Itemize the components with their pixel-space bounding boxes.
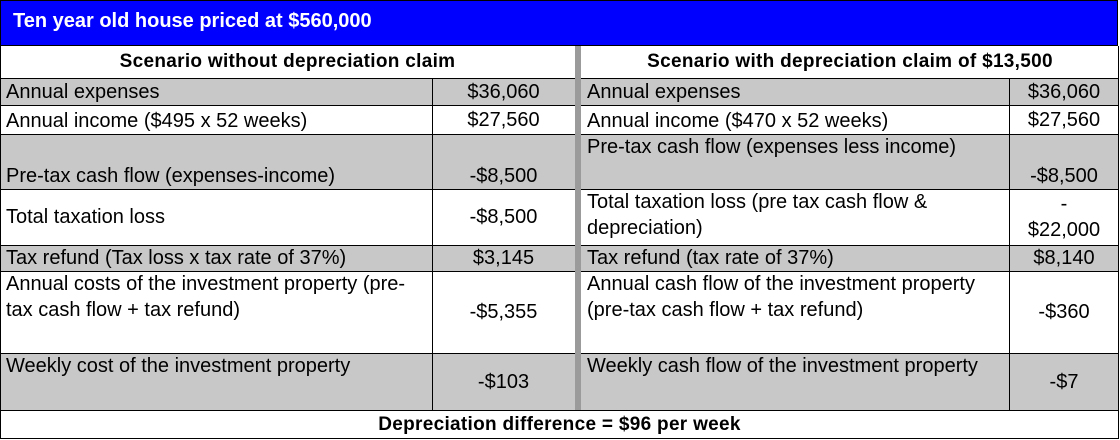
- left-scenario-heading: Scenario without depreciation claim: [119, 51, 456, 72]
- left-label-annual-costs: Annual costs of the investment property …: [6, 273, 406, 321]
- comparison-table: Scenario without depreciation claim Scen…: [0, 46, 1119, 439]
- grid-line: [0, 134, 1119, 135]
- right-label-pretax-cash-flow: Pre-tax cash flow (expenses less income): [587, 136, 957, 158]
- left-label-annual-expenses: Annual expenses: [6, 81, 160, 103]
- grid-line: [0, 410, 1119, 411]
- table-title: Ten year old house priced at $560,000: [13, 10, 372, 32]
- right-label-weekly-cash-flow: Weekly cash flow of the investment prope…: [587, 355, 978, 377]
- grid-line: [0, 105, 1119, 106]
- depreciation-difference-summary: Depreciation difference = $96 per week: [378, 414, 741, 435]
- left-label-taxation-loss: Total taxation loss: [6, 206, 165, 228]
- right-value-weekly-cash-flow: -$7: [1049, 370, 1079, 393]
- right-scenario-heading: Scenario with depreciation claim of $13,…: [647, 51, 1053, 72]
- left-label-pretax-cash-flow: Pre-tax cash flow (expenses-income): [6, 165, 336, 187]
- grid-line: [0, 78, 1119, 79]
- right-label-tax-refund: Tax refund (tax rate of 37%): [587, 247, 834, 269]
- scenario-divider: [575, 46, 581, 410]
- row-shade: [0, 134, 1119, 189]
- row-shade: [0, 353, 1119, 410]
- grid-line: [0, 271, 1119, 272]
- left-value-weekly-cost: -$103: [477, 370, 530, 393]
- grid-line: [0, 46, 1, 439]
- title-bar: Ten year old house priced at $560,000: [0, 0, 1118, 46]
- grid-line: [0, 438, 1119, 439]
- left-value-annual-costs: -$5,355: [469, 301, 538, 323]
- right-label-annual-cash-flow: Annual cash flow of the investment prope…: [587, 273, 975, 321]
- left-label-tax-refund: Tax refund (Tax loss x tax rate of 37%): [6, 247, 347, 269]
- left-value-pretax-cash-flow: -$8,500: [469, 165, 538, 187]
- left-label-weekly-cost: Weekly cost of the investment property: [6, 355, 351, 377]
- left-value-taxation-loss: -$8,500: [469, 206, 538, 228]
- row-shade: [0, 78, 1119, 105]
- grid-line: [432, 78, 433, 410]
- left-value-annual-expenses: $36,060: [467, 80, 540, 103]
- right-value-taxation-loss: - $22,000: [1027, 193, 1101, 241]
- right-value-tax-refund: $8,140: [1033, 247, 1095, 269]
- grid-line: [0, 189, 1119, 190]
- right-value-annual-income: $27,560: [1027, 108, 1101, 131]
- grid-line: [1009, 78, 1010, 410]
- row-shade: [0, 245, 1119, 271]
- left-value-annual-income: $27,560: [467, 108, 540, 131]
- left-value-tax-refund: $3,145: [472, 247, 535, 269]
- grid-line: [0, 353, 1119, 354]
- right-label-taxation-loss: Total taxation loss (pre tax cash flow &…: [587, 191, 928, 239]
- right-value-pretax-cash-flow: -$8,500: [1030, 165, 1098, 187]
- right-value-annual-expenses: $36,060: [1027, 80, 1101, 103]
- grid-line: [1118, 46, 1119, 439]
- right-label-annual-expenses: Annual expenses: [587, 81, 741, 103]
- right-label-annual-income: Annual income ($470 x 52 weeks): [587, 110, 889, 132]
- right-value-annual-cash-flow: -$360: [1038, 301, 1090, 323]
- grid-line: [0, 245, 1119, 246]
- left-label-annual-income: Annual income ($495 x 52 weeks): [6, 110, 308, 132]
